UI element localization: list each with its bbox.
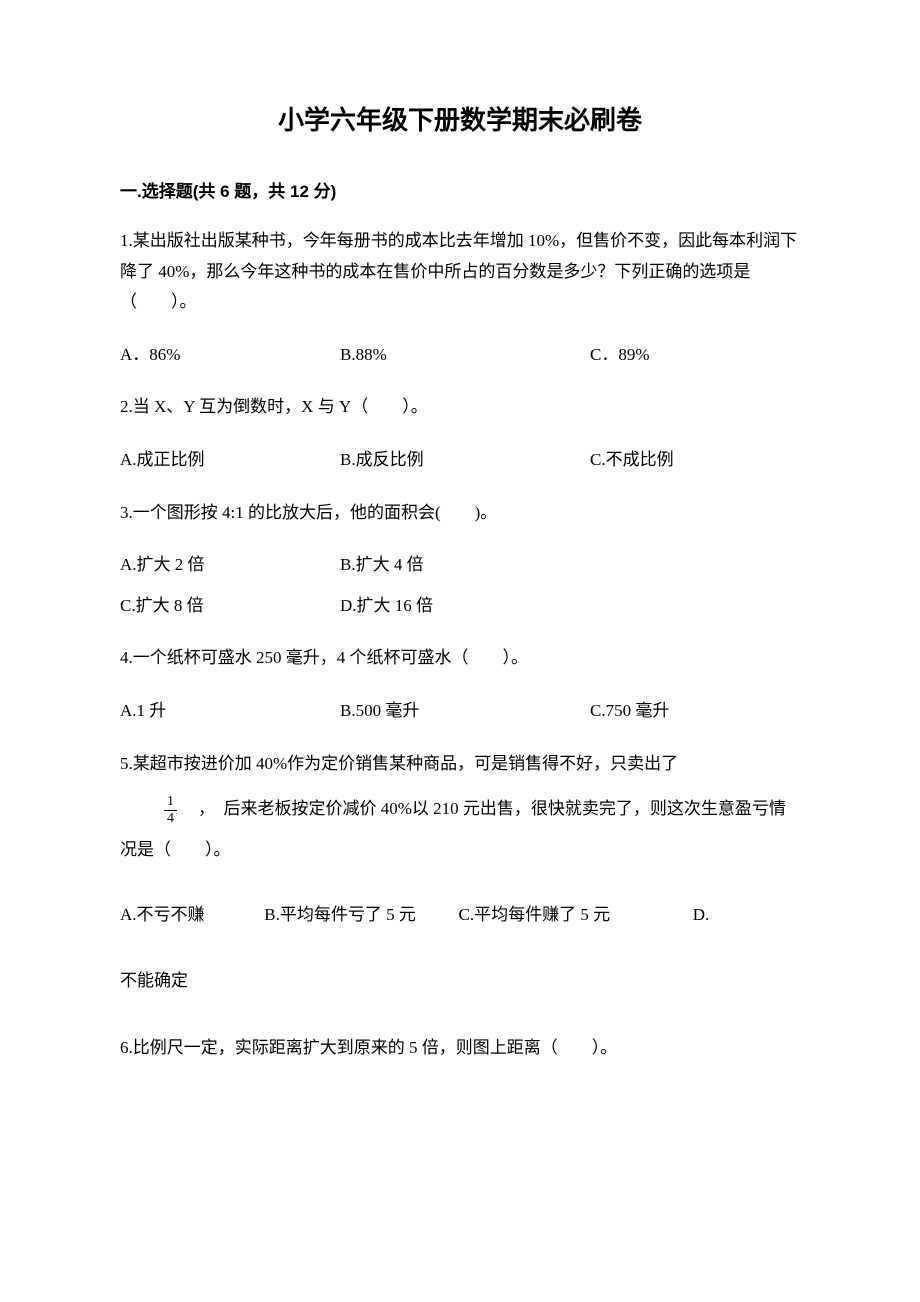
- option-5c: C.平均每件赚了 5 元: [459, 893, 689, 937]
- option-4b: B.500 毫升: [340, 696, 590, 727]
- exam-title: 小学六年级下册数学期末必刷卷: [120, 100, 800, 137]
- option-2b: B.成反比例: [340, 445, 590, 476]
- question-1: 1.某出版社出版某种书，今年每册书的成本比去年增加 10%，但售价不变，因此每本…: [120, 226, 800, 318]
- question-2: 2.当 X、Y 互为倒数时，X 与 Y（ ）。: [120, 392, 800, 423]
- question-1-options: A．86% B.88% C．89%: [120, 340, 800, 371]
- question-3-options-row2: C.扩大 8 倍 D.扩大 16 倍: [120, 591, 800, 622]
- option-4a: A.1 升: [120, 696, 340, 727]
- question-4: 4.一个纸杯可盛水 250 毫升，4 个纸杯可盛水（ ）。: [120, 643, 800, 674]
- question-4-options: A.1 升 B.500 毫升 C.750 毫升: [120, 696, 800, 727]
- option-3a: A.扩大 2 倍: [120, 550, 340, 581]
- question-5-continue: ， 后来老板按定价减价 40%以 210 元出售，很快就卖完了，则这次生意盈亏情…: [120, 799, 786, 859]
- option-2c: C.不成比例: [590, 445, 800, 476]
- option-1c: C．89%: [590, 340, 800, 371]
- option-1a: A．86%: [120, 340, 340, 371]
- option-5b: B.平均每件亏了 5 元: [264, 893, 454, 937]
- option-2a: A.成正比例: [120, 445, 340, 476]
- fraction-denominator: 4: [164, 811, 177, 826]
- question-3: 3.一个图形按 4:1 的比放大后，他的面积会( )。: [120, 498, 800, 529]
- question-5-options: A.不亏不赚 B.平均每件亏了 5 元 C.平均每件赚了 5 元 D.: [120, 893, 800, 937]
- fraction-numerator: 1: [164, 794, 177, 810]
- option-1b: B.88%: [340, 340, 590, 371]
- question-2-options: A.成正比例 B.成反比例 C.不成比例: [120, 445, 800, 476]
- option-3b: B.扩大 4 倍: [340, 550, 800, 581]
- section-1-header: 一.选择题(共 6 题，共 12 分): [120, 177, 800, 202]
- option-4c: C.750 毫升: [590, 696, 800, 727]
- question-5-part1: 5.某超市按进价加 40%作为定价销售某种商品，可是销售得不好，只卖出了: [120, 749, 800, 780]
- option-3d: D.扩大 16 倍: [340, 591, 800, 622]
- option-5a: A.不亏不赚: [120, 893, 260, 937]
- option-3c: C.扩大 8 倍: [120, 591, 340, 622]
- question-6: 6.比例尺一定，实际距离扩大到原来的 5 倍，则图上距离（ ）。: [120, 1033, 800, 1064]
- fraction-1-4: 1 4: [164, 794, 177, 826]
- option-5d: D.: [693, 893, 710, 937]
- option-5d-continue: 不能确定: [120, 959, 800, 1003]
- question-3-options-row1: A.扩大 2 倍 B.扩大 4 倍: [120, 550, 800, 581]
- question-5-part2: 1 4 ， 后来老板按定价减价 40%以 210 元出售，很快就卖完了，则这次生…: [120, 789, 800, 871]
